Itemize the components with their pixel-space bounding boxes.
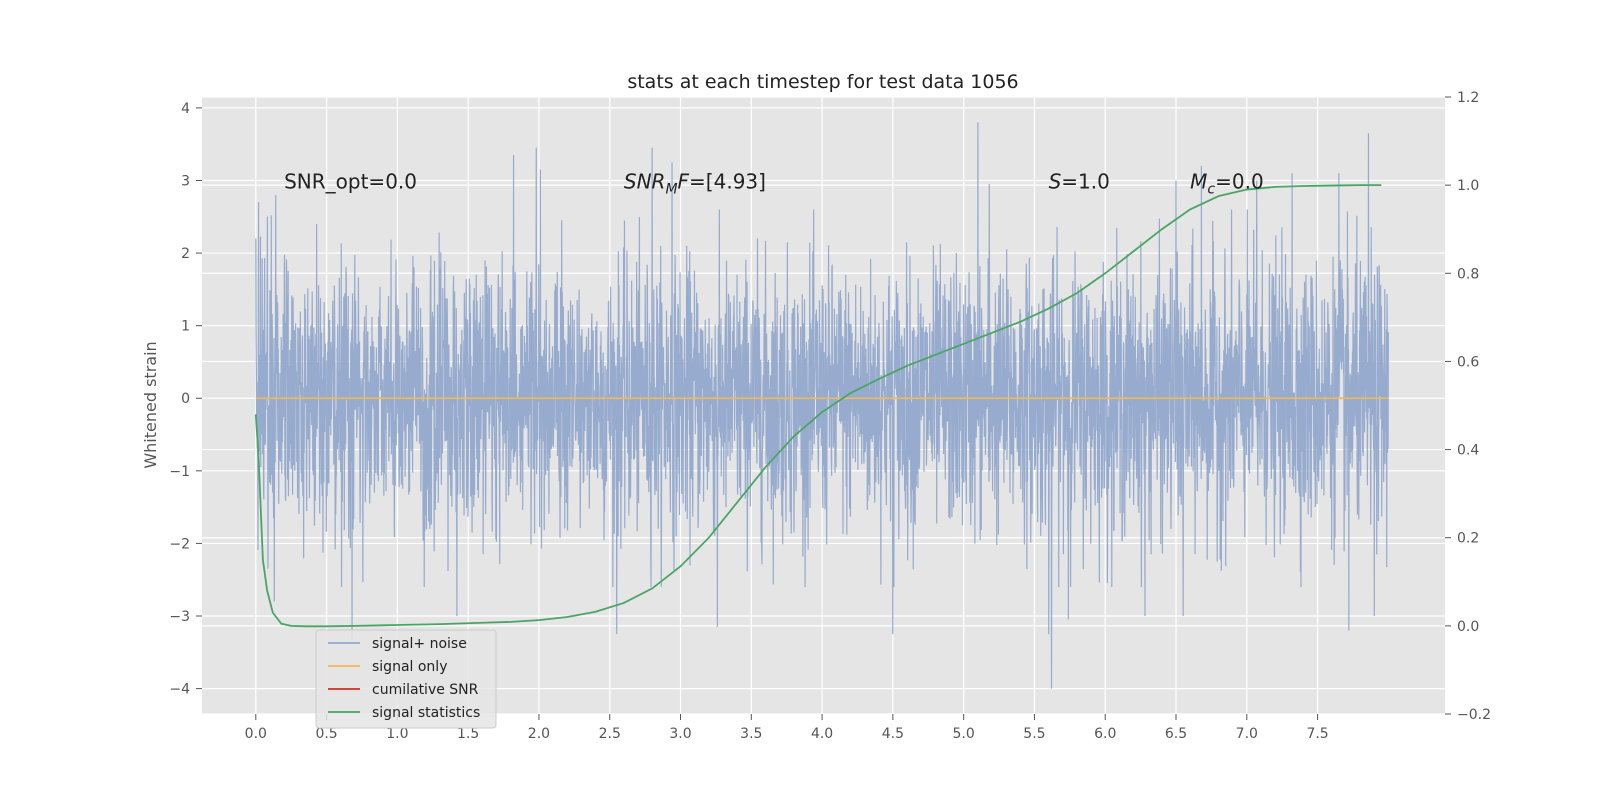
annotation-text: SNR_opt=0.0 (284, 169, 417, 193)
x-tick-label: 4.0 (811, 726, 833, 742)
y-tick-label: 1 (181, 319, 190, 335)
y-tick-label: 2 (181, 246, 190, 262)
x-tick-label: 1.5 (457, 726, 479, 742)
x-tick-label: 0.0 (245, 726, 267, 742)
annotation-text: SNRMF=[4.93] (624, 169, 766, 197)
y-tick-label: −4 (169, 682, 190, 698)
annotation-text: Mc=0.0 (1190, 169, 1264, 197)
x-tick-label: 2.5 (599, 726, 621, 742)
legend-entry-label: cumilative SNR (372, 682, 479, 698)
legend-entry-label: signal only (372, 659, 447, 675)
y-tick-label: 3 (181, 173, 190, 189)
x-tick-label: 0.5 (315, 726, 337, 742)
y2-tick-label: 0.4 (1457, 443, 1479, 459)
x-tick-label: 5.5 (1023, 726, 1045, 742)
y2-tick-label: 0.2 (1457, 531, 1479, 547)
annotation-part: =0.0 (1215, 169, 1264, 193)
annotation-part: SNR (624, 169, 666, 193)
x-tick-label: 7.0 (1236, 726, 1258, 742)
y-tick-label: 0 (181, 391, 190, 407)
legend[interactable]: signal+ noise signal only cumilative SNR si… (315, 629, 497, 729)
y-tick-label: 4 (181, 101, 190, 117)
x-tick-label: 5.0 (953, 726, 975, 742)
chart-title: stats at each timestep for test data 105… (627, 71, 1018, 93)
annotation-part: c (1207, 181, 1215, 197)
x-tick-label: 3.0 (669, 726, 691, 742)
y-tick-label: −1 (169, 464, 190, 480)
annotations: SNR_opt=0.0 SNRMF=[4.93] S=1.0 Mc=0.0 (284, 169, 1264, 197)
series-layer (254, 122, 1389, 689)
x-tick-label: 2.0 (528, 726, 550, 742)
x-tick-label: 6.5 (1165, 726, 1187, 742)
annotation-part: =[4.93] (689, 169, 766, 193)
annotation-part: =1.0 (1061, 169, 1110, 193)
x-tick-label: 1.0 (386, 726, 408, 742)
x-tick-label: 3.5 (740, 726, 762, 742)
series-signal-noise (255, 122, 1389, 689)
x-tick-label: 4.5 (882, 726, 904, 742)
annotation-part: M (665, 181, 677, 197)
legend-entry-label: signal statistics (372, 705, 480, 721)
y2-tick-label: 1.2 (1457, 90, 1479, 106)
x-tick-label: 6.0 (1094, 726, 1116, 742)
y-tick-label: −3 (169, 609, 190, 625)
annotation-part: F (678, 169, 690, 193)
x-tick-label: 7.5 (1306, 726, 1328, 742)
y-tick-label: −2 (169, 536, 190, 552)
y-axis-label: Whitened strain (141, 341, 160, 468)
y2-tick-label: 1.0 (1457, 178, 1479, 194)
legend-entry-label: signal+ noise (372, 636, 467, 652)
y2-tick-label: 0.6 (1457, 354, 1479, 370)
y2-tick-label: 0.8 (1457, 266, 1479, 282)
y2-tick-label: 0.0 (1457, 619, 1479, 635)
annotation-part: SNR_opt=0.0 (284, 169, 417, 193)
y2-tick-label: −0.2 (1457, 707, 1491, 723)
annotation-part: S (1049, 169, 1062, 193)
series-signal-statistics (254, 184, 1382, 628)
noise-line (255, 122, 1389, 689)
legend-box (315, 629, 497, 729)
annotation-text: S=1.0 (1049, 169, 1110, 193)
axes: 0.0 0.5 1.0 1.5 2.0 2.5 3.0 3.5 4.0 4.5 5.0 5.5 6.0 6… (169, 90, 1491, 742)
annotation-part: M (1190, 169, 1207, 193)
series-line (254, 184, 1382, 628)
